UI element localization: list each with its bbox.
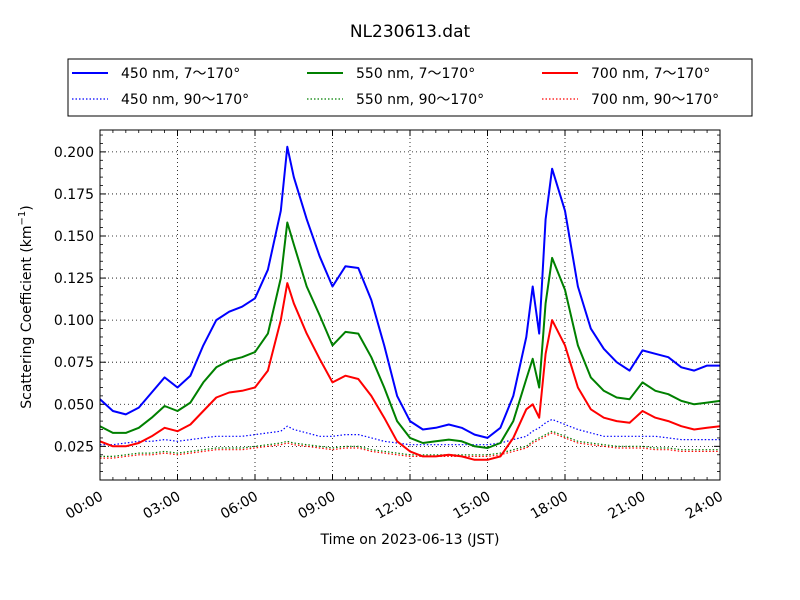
y-tick-label: 0.100 (54, 313, 94, 329)
y-tick-label: 0.050 (54, 397, 94, 413)
legend-label-2: 550 nm, 7～170° (356, 66, 475, 82)
y-tick-label: 0.125 (54, 271, 94, 287)
legend-label-4: 700 nm, 7～170° (591, 66, 710, 82)
legend-label-3: 550 nm, 90～170° (356, 92, 484, 108)
legend: 450 nm, 7～170° 450 nm, 90～170° 550 nm, 7～1… (67, 58, 753, 117)
legend-label-5: 700 nm, 90～170° (591, 92, 719, 108)
y-axis-label-end: ) (19, 205, 35, 210)
y-axis-label: Scattering Coefficient (km−1) (17, 205, 35, 409)
series-layer (99, 145, 721, 461)
series-line-0 (99, 145, 720, 439)
series-line-1 (100, 418, 720, 446)
legend-label-0: 450 nm, 7～170° (121, 66, 240, 82)
y-tick-labels: 0.025 0.050 0.075 0.100 0.125 0.150 0.175 0.200 (54, 145, 94, 455)
y-tick-label: 0.075 (54, 355, 94, 371)
legend-items: 450 nm, 7～170° 450 nm, 90～170° 550 nm, 7～1… (72, 66, 719, 108)
y-axis-label-superscript: −1 (17, 211, 28, 226)
plot-frame (99, 129, 721, 481)
y-tick-label: 0.175 (54, 187, 94, 203)
legend-frame (67, 58, 753, 117)
x-axis-label: Time on 2023-06-13 (JST) (320, 532, 500, 548)
series-line-2 (99, 221, 721, 449)
series-line-5 (100, 432, 720, 459)
legend-label-1: 450 nm, 90～170° (121, 92, 249, 108)
chart-title: NL230613.dat (350, 22, 471, 42)
y-tick-label: 0.150 (54, 229, 94, 245)
y-axis-label-main: Scattering Coefficient (km (19, 225, 35, 408)
y-tick-label: 0.200 (54, 145, 94, 161)
series-line-4 (99, 282, 721, 461)
y-tick-label: 0.025 (54, 439, 94, 455)
